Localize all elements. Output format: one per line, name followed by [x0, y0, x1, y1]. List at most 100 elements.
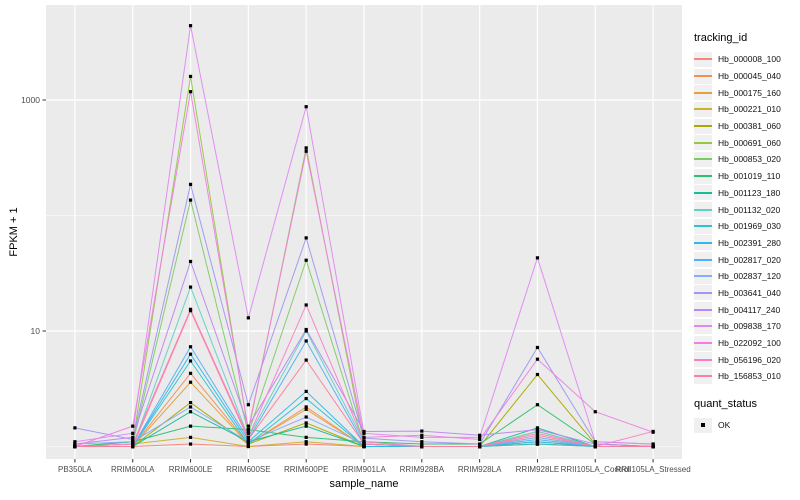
data-point: [478, 442, 482, 446]
data-point: [304, 440, 308, 444]
legend-key-swatch: [694, 318, 712, 334]
legend-key-swatch: [694, 118, 712, 134]
legend-item-ok: OK: [694, 417, 798, 434]
x-tick-label: RRII105LA_Stressed: [616, 465, 691, 474]
data-point: [188, 442, 193, 446]
legend-item-Hb_156853_010: Hb_156853_010: [694, 368, 798, 385]
legend-line-icon: [694, 358, 712, 361]
legend-item-Hb_004117_240: Hb_004117_240: [694, 301, 798, 318]
data-point: [535, 345, 540, 350]
legend-item-Hb_000221_010: Hb_000221_010: [694, 101, 798, 118]
legend-key-swatch: [694, 218, 712, 234]
x-tick-label: RRIM928LE: [516, 465, 560, 474]
legend-key-swatch: [694, 151, 712, 167]
legend-label: Hb_000175_160: [718, 87, 781, 98]
y-axis-title: FPKM + 1: [8, 207, 20, 257]
data-point: [535, 440, 540, 444]
data-point: [131, 440, 135, 444]
data-point: [304, 442, 308, 446]
data-point: [304, 327, 308, 332]
legend-label: Hb_022092_100: [718, 338, 781, 349]
data-point: [535, 433, 540, 437]
data-point: [651, 429, 655, 434]
legend-label: Hb_002391_280: [718, 237, 781, 248]
legend-key-swatch: [694, 168, 712, 184]
data-point: [535, 256, 540, 260]
legend-key-swatch: [694, 135, 712, 151]
data-point: [246, 403, 250, 407]
data-point: [593, 410, 597, 414]
data-point: [131, 431, 135, 435]
legend-line-icon: [694, 342, 712, 345]
data-point: [478, 437, 482, 442]
legend-item-Hb_000175_160: Hb_000175_160: [694, 84, 798, 101]
data-point: [188, 24, 193, 28]
data-point: [188, 359, 193, 363]
data-point: [246, 442, 250, 446]
data-point: [131, 424, 135, 428]
legend-line-icon: [694, 308, 712, 311]
y-tick-label: 10: [31, 326, 41, 336]
data-point: [420, 444, 424, 449]
legend-line-icon: [694, 208, 712, 211]
data-point: [188, 400, 193, 405]
data-point: [246, 444, 250, 449]
legend-key-swatch: [694, 268, 712, 284]
legend-label-ok: OK: [718, 420, 731, 431]
legend-label: Hb_002837_120: [718, 271, 781, 282]
legend-line-icon: [694, 158, 712, 161]
legend-line-icon: [694, 291, 712, 294]
data-point: [246, 435, 250, 439]
legend-item-Hb_002817_020: Hb_002817_020: [694, 251, 798, 268]
legend-key-swatch: [694, 101, 712, 117]
legend-item-Hb_003641_040: Hb_003641_040: [694, 285, 798, 302]
legend-label: Hb_001123_180: [718, 187, 781, 198]
legend-label: Hb_000045_040: [718, 71, 781, 82]
data-point: [478, 433, 482, 437]
legend-item-Hb_001969_030: Hb_001969_030: [694, 218, 798, 235]
data-point: [304, 149, 308, 153]
data-point: [304, 407, 308, 411]
x-tick-label: RRIM600SE: [226, 465, 270, 474]
legend-key-swatch: [694, 302, 712, 318]
legend-item-Hb_001123_180: Hb_001123_180: [694, 185, 798, 202]
data-point: [362, 440, 366, 444]
ok-point-swatch: [694, 417, 712, 433]
data-point: [131, 444, 135, 449]
legend-line-icon: [694, 125, 712, 128]
data-point: [304, 146, 308, 150]
data-point: [73, 440, 77, 444]
data-point: [188, 182, 193, 186]
data-point: [362, 435, 366, 439]
data-point: [651, 442, 655, 446]
data-point: [593, 440, 597, 444]
data-point: [304, 415, 308, 419]
data-point: [362, 429, 366, 434]
x-tick-label: RRIM901LA: [342, 465, 386, 474]
data-point: [593, 444, 597, 449]
data-point: [73, 426, 77, 430]
data-point: [188, 352, 193, 356]
data-point: [304, 389, 308, 393]
legend-line-icon: [694, 191, 712, 194]
data-point: [478, 444, 482, 449]
legend-line-icon: [694, 258, 712, 261]
data-point: [188, 371, 193, 375]
data-point: [535, 372, 540, 377]
data-point: [420, 442, 424, 446]
legend-label: Hb_001019_110: [718, 171, 781, 182]
data-point: [535, 357, 540, 361]
legend-item-Hb_000853_020: Hb_000853_020: [694, 151, 798, 168]
data-point: [304, 105, 308, 109]
x-tick-label: RRIM928LA: [458, 465, 502, 474]
legend-label: Hb_156853_010: [718, 371, 781, 382]
data-point: [188, 380, 193, 384]
data-point: [535, 428, 540, 432]
data-point: [188, 309, 193, 313]
data-point: [362, 444, 366, 449]
legend: tracking_id Hb_000008_100 Hb_000045_040 Hb…: [694, 32, 798, 434]
legend-item-Hb_009838_170: Hb_009838_170: [694, 318, 798, 335]
data-point: [535, 431, 540, 435]
data-point: [304, 421, 308, 425]
data-point: [362, 442, 366, 446]
